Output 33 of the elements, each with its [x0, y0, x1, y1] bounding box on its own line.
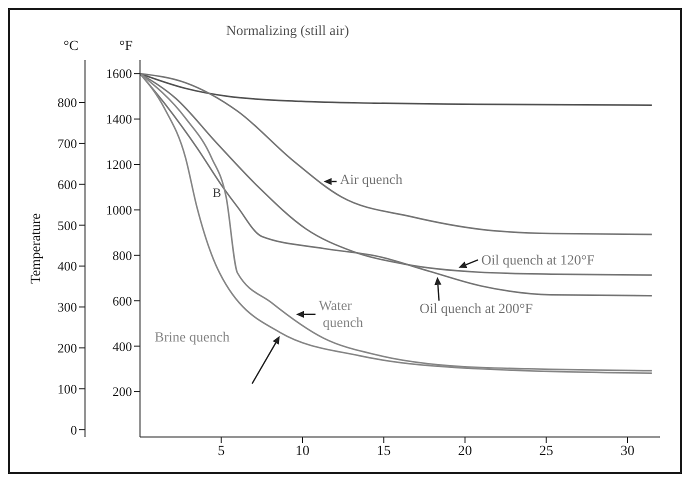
y-tick-label: 400	[112, 338, 132, 354]
y-tick-label: 800	[112, 248, 132, 263]
y2-tick-label: 500	[58, 218, 77, 233]
y-tick-label: 1000	[106, 202, 132, 218]
text: Normalizing (still air)	[226, 24, 350, 40]
x-tick-label: 30	[620, 444, 634, 459]
y2-axis-title: °C	[64, 39, 78, 54]
y2-tick-label: 0	[70, 422, 77, 438]
y2-tick-label: 800	[58, 95, 77, 110]
series-label: Oil quench at 200°F	[420, 302, 534, 318]
x-tick-label: 15	[376, 444, 391, 459]
y-axis-title: °F	[119, 39, 133, 54]
y-tick-label: 600	[112, 293, 132, 308]
y2-tick-label: 700	[58, 136, 77, 152]
y2-tick-label: 100	[58, 381, 77, 396]
y-tick-label: 1400	[106, 112, 132, 127]
y2-tick-label: 300	[58, 300, 77, 315]
annotation: B	[212, 184, 222, 200]
x-tick-label: 25	[539, 444, 554, 459]
x-tick-label: 10	[296, 444, 310, 459]
series-label: Oil quench at 120°F	[481, 253, 595, 268]
y-tick-label: 1200	[106, 157, 132, 172]
y2-tick-label: 400	[58, 258, 77, 274]
series-label: Brine quench	[154, 330, 230, 346]
y2-tick-label: 200	[58, 340, 77, 356]
y-tick-label: 1600	[106, 66, 132, 82]
y-tick-label: 200	[112, 384, 132, 400]
x-tick-label: 20	[458, 444, 472, 459]
x-tick-label: 5	[218, 444, 225, 459]
y2-tick-label: 600	[58, 176, 77, 192]
series-label: Water quench	[318, 298, 364, 331]
series-label: Air quench	[340, 172, 402, 188]
text: Temperature	[29, 213, 44, 284]
